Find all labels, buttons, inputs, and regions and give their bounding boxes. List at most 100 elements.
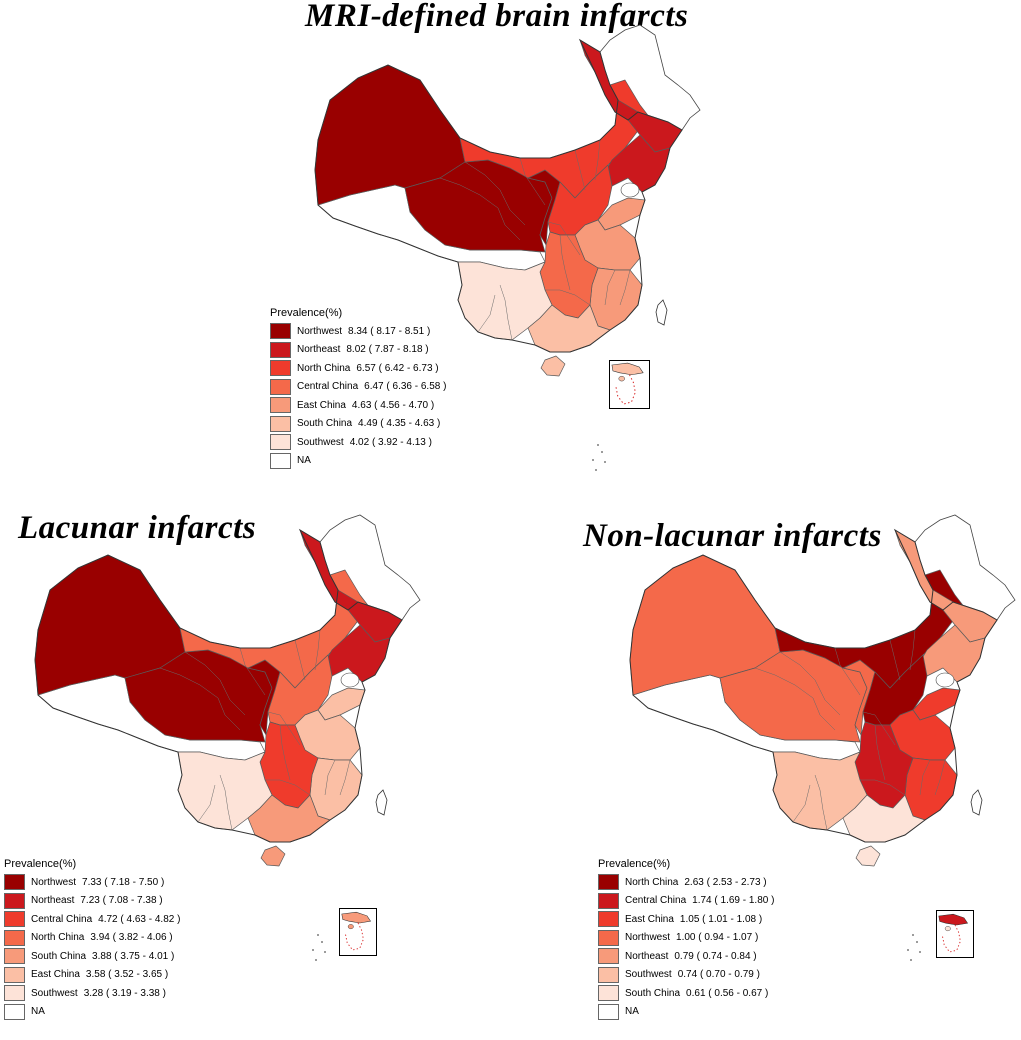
map-title-nonlacunar: Non-lacunar infarcts xyxy=(583,518,882,554)
province-border xyxy=(574,149,586,191)
inset-island xyxy=(618,375,625,382)
province-hainan xyxy=(540,355,566,377)
province-border xyxy=(439,177,521,241)
legend-swatch xyxy=(4,966,25,983)
province-hainan xyxy=(855,845,881,867)
legend-value: 1.00 ( 0.94 - 1.07 ) xyxy=(676,932,759,944)
province-border xyxy=(814,774,828,831)
legend-swatch xyxy=(270,323,291,340)
south-china-sea-inset-mri xyxy=(609,360,650,409)
legend-item: North China 6.57 ( 6.42 - 6.73 ) xyxy=(270,359,446,378)
province-border xyxy=(834,647,861,696)
sea-bay xyxy=(340,672,360,688)
province-border xyxy=(779,651,841,716)
legend-label: Northwest xyxy=(31,876,77,888)
country-outline xyxy=(314,38,683,353)
legend-item: Northeast 0.79 ( 0.74 - 0.84 ) xyxy=(598,947,774,966)
legend-label: Northwest xyxy=(625,932,671,944)
province-border xyxy=(159,667,241,731)
legend-label: East China xyxy=(625,913,674,925)
island-outline xyxy=(970,789,983,816)
legend-nonlacunar: Prevalence(%) North China 2.63 ( 2.53 - 2.… xyxy=(598,858,774,1021)
province-zhejiang-fujian-jiangxi xyxy=(904,757,958,821)
legend-label: East China xyxy=(31,969,80,981)
legend-value: 4.63 ( 4.56 - 4.70 ) xyxy=(351,399,435,411)
legend-swatch xyxy=(270,434,291,451)
inset-land xyxy=(938,913,969,926)
legend-swatch xyxy=(598,874,619,891)
legend-label: Northeast xyxy=(31,895,75,907)
province-border xyxy=(874,724,886,781)
province-border xyxy=(464,161,526,226)
island-dot xyxy=(312,949,314,951)
province-border xyxy=(239,647,266,696)
province-border xyxy=(594,139,601,181)
legend-title: Prevalence(%) xyxy=(598,858,671,870)
legend-value: 3.58 ( 3.52 - 3.65 ) xyxy=(85,969,169,981)
province-border xyxy=(792,784,811,823)
legend-item: NA xyxy=(270,452,446,471)
map-title-lacunar: Lacunar infarcts xyxy=(18,510,257,546)
legend-label: Central China xyxy=(297,381,359,393)
province-border xyxy=(604,269,616,306)
legend-label: Central China xyxy=(31,913,93,925)
legend-mri: Prevalence(%) Northwest 8.34 ( 8.17 - 8.51… xyxy=(270,307,446,470)
sea-bay xyxy=(620,182,640,198)
legend-item: East China 1.05 ( 1.01 - 1.08 ) xyxy=(598,910,774,929)
inset-land xyxy=(611,362,644,376)
province-border xyxy=(559,234,571,291)
inset-land xyxy=(341,911,372,924)
island-dot xyxy=(912,934,914,936)
island-dot xyxy=(919,951,921,953)
legend-swatch xyxy=(598,966,619,983)
legend-item: Central China 6.47 ( 6.36 - 6.58 ) xyxy=(270,378,446,397)
legend-item: Central China 4.72 ( 4.63 - 4.82 ) xyxy=(4,910,180,929)
legend-label: NA xyxy=(31,1006,45,1018)
province-border xyxy=(545,289,591,306)
province-border xyxy=(619,269,631,306)
province-border xyxy=(754,667,836,731)
legend-label: Northeast xyxy=(297,344,341,356)
province-border xyxy=(184,651,246,716)
legend-value: 0.79 ( 0.74 - 0.84 ) xyxy=(674,950,757,962)
legend-item: Northwest 8.34 ( 8.17 - 8.51 ) xyxy=(270,322,446,341)
province-border xyxy=(862,711,896,746)
legend-value: 7.23 ( 7.08 - 7.38 ) xyxy=(80,895,163,907)
island-dot xyxy=(907,949,909,951)
province-border xyxy=(860,779,906,796)
legend-label: North China xyxy=(31,932,85,944)
legend-swatch xyxy=(270,397,291,414)
province-border xyxy=(267,711,301,746)
legend-swatch xyxy=(4,948,25,965)
south-china-sea-inset-nonlacunar xyxy=(936,910,974,958)
legend-swatch xyxy=(270,341,291,358)
province-border xyxy=(324,759,336,796)
legend-label: South China xyxy=(31,950,87,962)
island-dot xyxy=(592,459,594,461)
island-dot xyxy=(604,461,606,463)
legend-value: 7.33 ( 7.18 - 7.50 ) xyxy=(82,876,165,888)
island-dot xyxy=(916,941,918,943)
legend-label: NA xyxy=(297,455,311,467)
legend-item: Northwest 1.00 ( 0.94 - 1.07 ) xyxy=(598,929,774,948)
island-dot xyxy=(597,444,599,446)
legend-label: Southwest xyxy=(625,969,672,981)
legend-label: Central China xyxy=(625,895,687,907)
legend-title: Prevalence(%) xyxy=(4,858,77,870)
province-border xyxy=(477,294,496,333)
legend-swatch xyxy=(270,378,291,395)
legend-item: East China 4.63 ( 4.56 - 4.70 ) xyxy=(270,396,446,415)
legend-label: East China xyxy=(297,399,346,411)
legend-swatch xyxy=(4,985,25,1002)
province-border xyxy=(547,221,581,256)
inset-map xyxy=(341,911,372,951)
legend-swatch xyxy=(598,929,619,946)
country-outline xyxy=(34,528,403,843)
province-border xyxy=(294,639,306,681)
legend-value: 3.28 ( 3.19 - 3.38 ) xyxy=(83,987,166,999)
legend-value: 8.02 ( 7.87 - 8.18 ) xyxy=(346,344,429,356)
legend-swatch xyxy=(4,1003,25,1020)
legend-item: Southwest 3.28 ( 3.19 - 3.38 ) xyxy=(4,984,180,1003)
legend-swatch xyxy=(4,892,25,909)
